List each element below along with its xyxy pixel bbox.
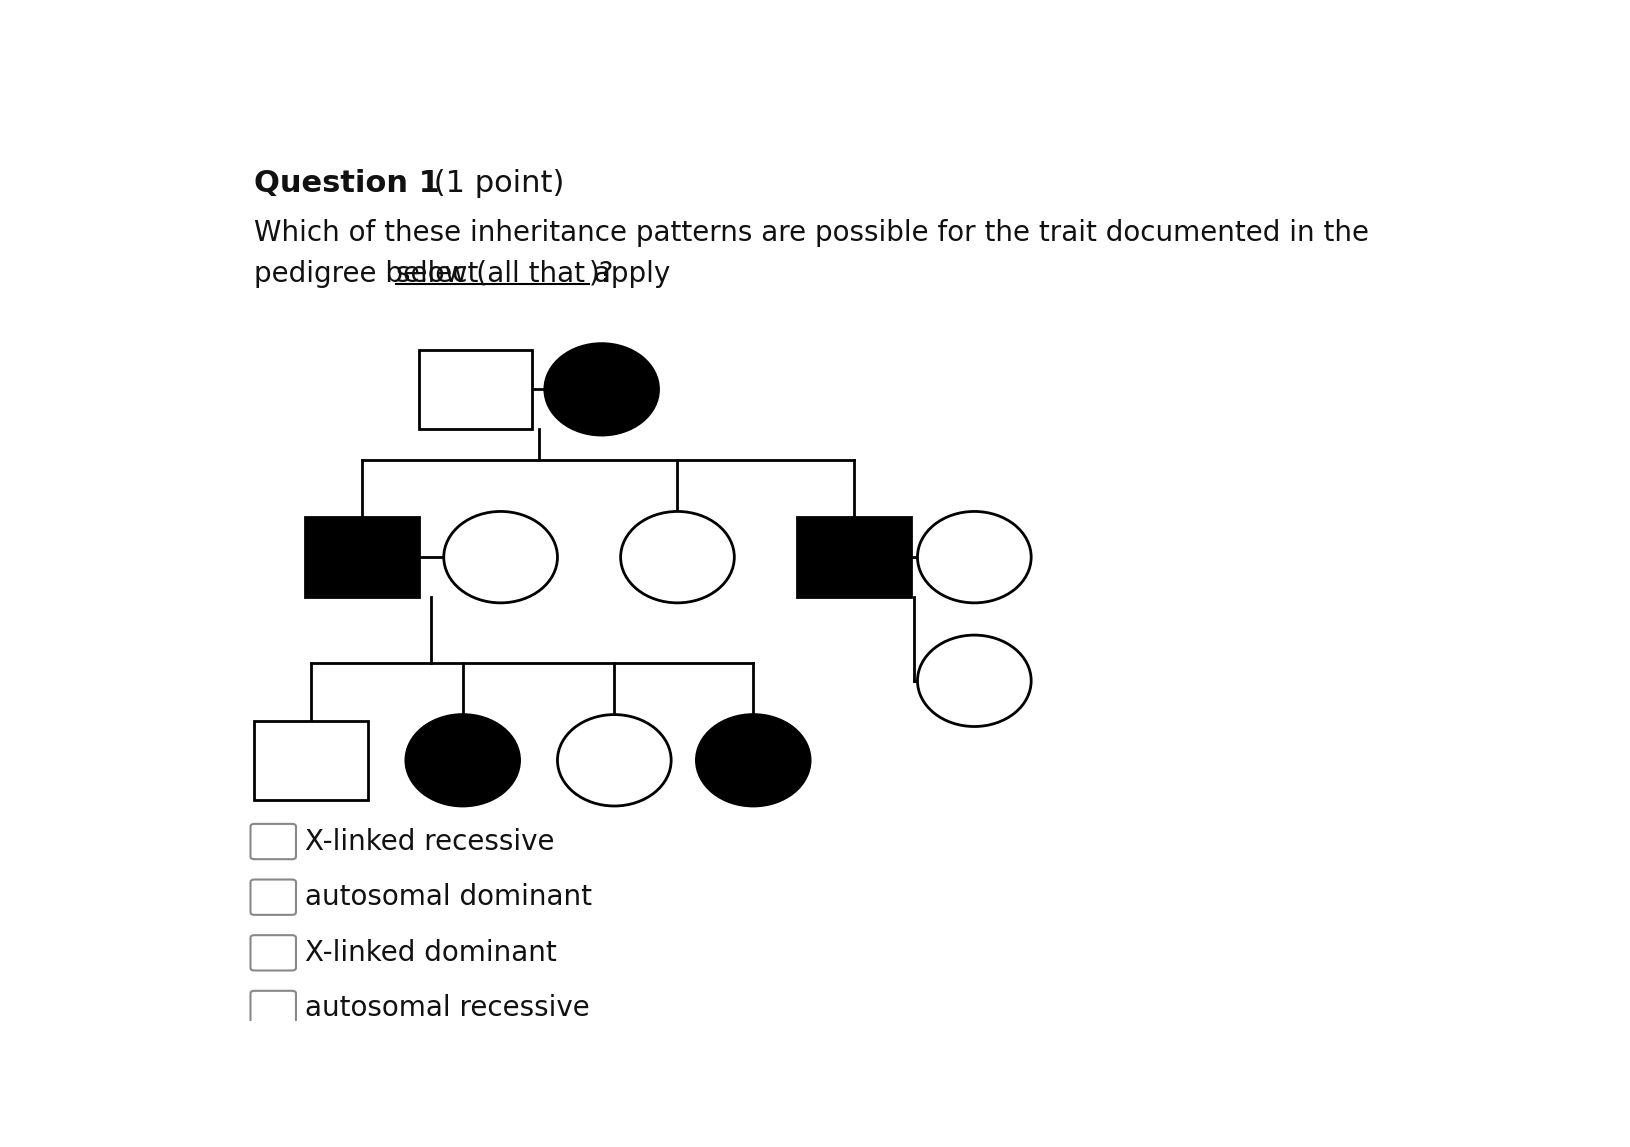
Ellipse shape	[918, 512, 1032, 603]
Text: X-linked dominant: X-linked dominant	[305, 939, 556, 967]
Text: autosomal dominant: autosomal dominant	[305, 883, 592, 911]
Text: autosomal recessive: autosomal recessive	[305, 994, 590, 1022]
Text: Which of these inheritance patterns are possible for the trait documented in the: Which of these inheritance patterns are …	[254, 219, 1369, 247]
FancyBboxPatch shape	[251, 935, 297, 970]
Text: )?: )?	[588, 259, 615, 288]
Ellipse shape	[918, 635, 1032, 726]
Bar	[419, 350, 531, 429]
Ellipse shape	[544, 344, 659, 435]
FancyBboxPatch shape	[251, 880, 297, 915]
Text: (1 point): (1 point)	[424, 169, 564, 197]
FancyBboxPatch shape	[251, 824, 297, 859]
Bar	[305, 517, 419, 596]
Ellipse shape	[443, 512, 557, 603]
Bar	[797, 517, 911, 596]
Bar	[254, 720, 368, 801]
Ellipse shape	[696, 715, 810, 806]
Ellipse shape	[557, 715, 672, 806]
FancyBboxPatch shape	[251, 991, 297, 1027]
Text: Question 1: Question 1	[254, 169, 440, 197]
Ellipse shape	[621, 512, 735, 603]
Ellipse shape	[406, 715, 520, 806]
Text: select all that apply: select all that apply	[396, 259, 670, 288]
Text: pedigree below (: pedigree below (	[254, 259, 487, 288]
Text: X-linked recessive: X-linked recessive	[305, 827, 554, 856]
